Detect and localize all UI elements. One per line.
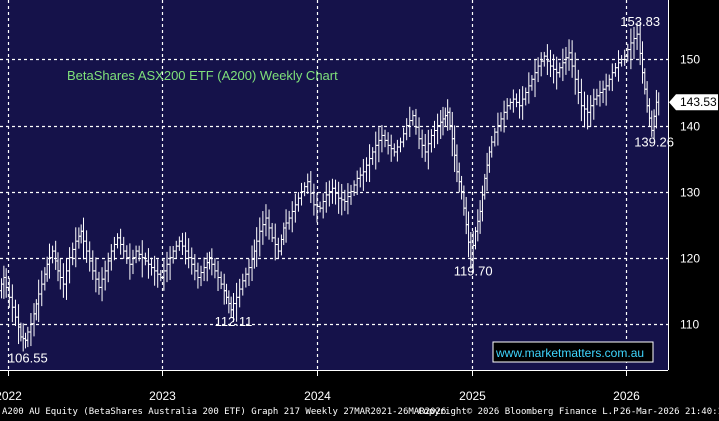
y-tick-label: 130 bbox=[680, 186, 700, 200]
price-annotation: 112.11 bbox=[215, 314, 253, 329]
y-tick-label: 140 bbox=[680, 120, 700, 134]
price-annotation: 153.83 bbox=[620, 14, 660, 29]
footer-copyright: Copyright© 2026 Bloomberg Finance L.P. bbox=[418, 407, 624, 417]
price-annotation: 106.55 bbox=[8, 351, 48, 366]
x-tick-label: 2022 bbox=[0, 389, 22, 403]
y-axis-ticks: 110 120 130 140 150 bbox=[680, 53, 700, 332]
footer-security-info: A200 AU Equity (BetaShares Australia 200… bbox=[2, 407, 447, 417]
price-annotation: 139.26 bbox=[634, 134, 674, 149]
x-axis-panel bbox=[0, 370, 719, 404]
x-axis-ticks: 2022 2023 2024 2025 2026 bbox=[0, 370, 640, 403]
y-tick-label: 120 bbox=[680, 252, 700, 266]
price-annotations: 153.83 139.26 119.70 112.11 106.55 bbox=[8, 14, 674, 365]
x-tick-label: 2023 bbox=[149, 389, 176, 403]
footer-timestamp: 26-Mar-2026 21:40:11 bbox=[620, 407, 719, 417]
plot-background bbox=[0, 0, 668, 370]
x-tick-label: 2024 bbox=[304, 389, 331, 403]
footer-bar: A200 AU Equity (BetaShares Australia 200… bbox=[0, 404, 719, 421]
grid-lines bbox=[0, 0, 668, 370]
last-price-label: 143.53 bbox=[680, 95, 717, 109]
x-tick-label: 2025 bbox=[459, 389, 486, 403]
price-annotation: 119.70 bbox=[454, 264, 493, 279]
price-bars bbox=[0, 22, 660, 352]
last-price-marker: 143.53 bbox=[669, 94, 718, 111]
watermark-box bbox=[492, 341, 654, 363]
watermark: www.marketmatters.com.au bbox=[492, 341, 654, 363]
y-tick-label: 150 bbox=[680, 53, 700, 67]
y-axis-panel bbox=[668, 0, 719, 370]
y-tick-label: 110 bbox=[680, 318, 699, 332]
watermark-text: www.marketmatters.com.au bbox=[495, 346, 644, 360]
chart-title: BetaShares ASX200 ETF (A200) Weekly Char… bbox=[67, 68, 338, 83]
last-price-tag bbox=[669, 94, 718, 111]
x-tick-label: 2026 bbox=[613, 389, 640, 403]
